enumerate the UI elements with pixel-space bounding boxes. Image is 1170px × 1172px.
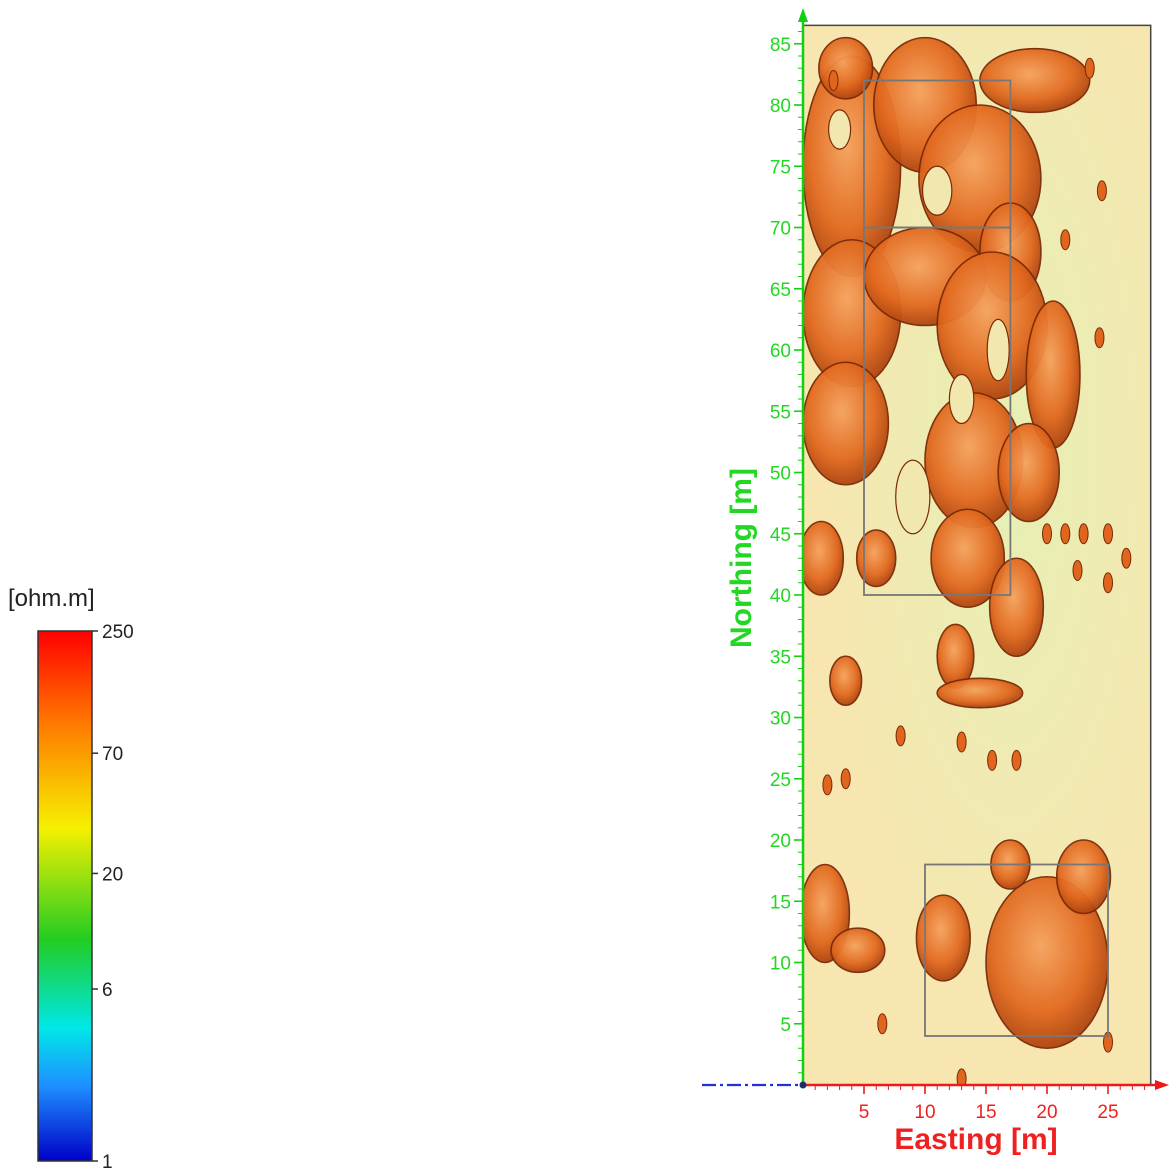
survey-boxes <box>863 79 1109 1037</box>
y-tick-label: 50 <box>770 464 791 485</box>
small-anomalies <box>822 57 1132 1085</box>
colorbar-label: 70 <box>102 744 123 765</box>
resistivity-hole <box>828 109 852 150</box>
y-tick-label: 75 <box>770 157 791 178</box>
resistivity-body <box>829 655 863 707</box>
origin-point <box>799 1081 807 1089</box>
x-tick-label: 10 <box>914 1102 935 1123</box>
y-tick-label: 35 <box>770 647 791 668</box>
small-anomaly <box>1084 57 1095 79</box>
resistivity-body <box>803 361 890 486</box>
colorbar-ramp <box>37 630 93 1162</box>
resistivity-body <box>997 422 1060 523</box>
colorbar-label: 250 <box>102 622 134 643</box>
y-tick-label: 30 <box>770 709 791 730</box>
x-axis-ticks: 5 10 15 20 25 <box>814 1085 1146 1123</box>
small-anomaly <box>828 70 839 91</box>
colorbar-ticks: 250 70 20 6 1 <box>92 622 134 1172</box>
small-anomaly <box>1042 523 1052 545</box>
small-anomaly <box>1060 229 1071 251</box>
resistivity-hole <box>921 165 953 216</box>
resistivity-body <box>988 557 1045 658</box>
small-anomaly <box>895 725 906 747</box>
resistivity-body <box>830 927 886 974</box>
colorbar-label: 6 <box>102 980 113 1001</box>
y-tick-label: 45 <box>770 525 791 546</box>
y-tick-label: 80 <box>770 96 791 117</box>
y-tick-label: 5 <box>780 1015 791 1036</box>
x-axis-arrow <box>1155 1080 1169 1090</box>
small-anomaly <box>840 768 851 790</box>
y-tick-label: 15 <box>770 892 791 913</box>
small-anomaly <box>1094 327 1105 349</box>
small-anomaly <box>956 1068 967 1085</box>
small-anomaly <box>877 1013 888 1035</box>
y-tick-label: 55 <box>770 402 791 423</box>
y-tick-label: 85 <box>770 35 791 56</box>
resistivity-body <box>1055 839 1112 915</box>
x-tick-label: 5 <box>859 1102 870 1123</box>
small-anomaly <box>1060 523 1071 545</box>
small-anomaly <box>1103 572 1113 594</box>
resistivity-body <box>803 520 845 596</box>
y-tick-label: 10 <box>770 954 791 975</box>
y-tick-label: 40 <box>770 586 791 607</box>
small-anomaly <box>1103 523 1113 545</box>
colorbar-label: 1 <box>102 1152 113 1172</box>
survey-box <box>863 226 1012 596</box>
resistivity-hole <box>895 459 931 535</box>
x-tick-label: 15 <box>975 1102 996 1123</box>
resistivity-hole <box>986 318 1010 382</box>
small-anomaly <box>822 774 833 796</box>
small-anomaly <box>956 731 967 753</box>
small-anomaly <box>1121 547 1132 569</box>
survey-box <box>924 863 1109 1037</box>
resistivity-hole <box>948 373 975 425</box>
small-anomaly <box>1096 180 1107 202</box>
resistivity-body <box>936 677 1024 709</box>
x-tick-label: 25 <box>1097 1102 1118 1123</box>
resistivity-body <box>930 508 1006 609</box>
small-anomaly <box>1078 523 1089 545</box>
small-anomaly <box>1072 560 1083 581</box>
small-anomaly <box>987 749 998 771</box>
y-axis-title: Northing [m] <box>725 468 758 648</box>
x-tick-label: 20 <box>1036 1102 1057 1123</box>
plot-area <box>802 24 1152 1086</box>
y-tick-label: 60 <box>770 341 791 362</box>
y-tick-label: 25 <box>770 770 791 791</box>
colorbar-label: 20 <box>102 864 123 885</box>
colorbar-unit: [ohm.m] <box>8 585 95 612</box>
y-axis-ticks: 5 10 15 20 25 30 35 40 45 50 55 60 65 70 75 80 85 <box>770 31 803 1074</box>
x-axis-title: Easting [m] <box>894 1123 1057 1156</box>
colorbar: [ohm.m] 250 70 20 6 1 <box>8 585 134 1172</box>
y-tick-label: 20 <box>770 831 791 852</box>
resistivity-body <box>915 894 971 982</box>
resistivity-body <box>855 529 897 588</box>
y-tick-label: 70 <box>770 219 791 240</box>
y-axis-arrow <box>798 8 808 22</box>
small-anomaly <box>1011 749 1022 771</box>
y-tick-label: 65 <box>770 280 791 301</box>
